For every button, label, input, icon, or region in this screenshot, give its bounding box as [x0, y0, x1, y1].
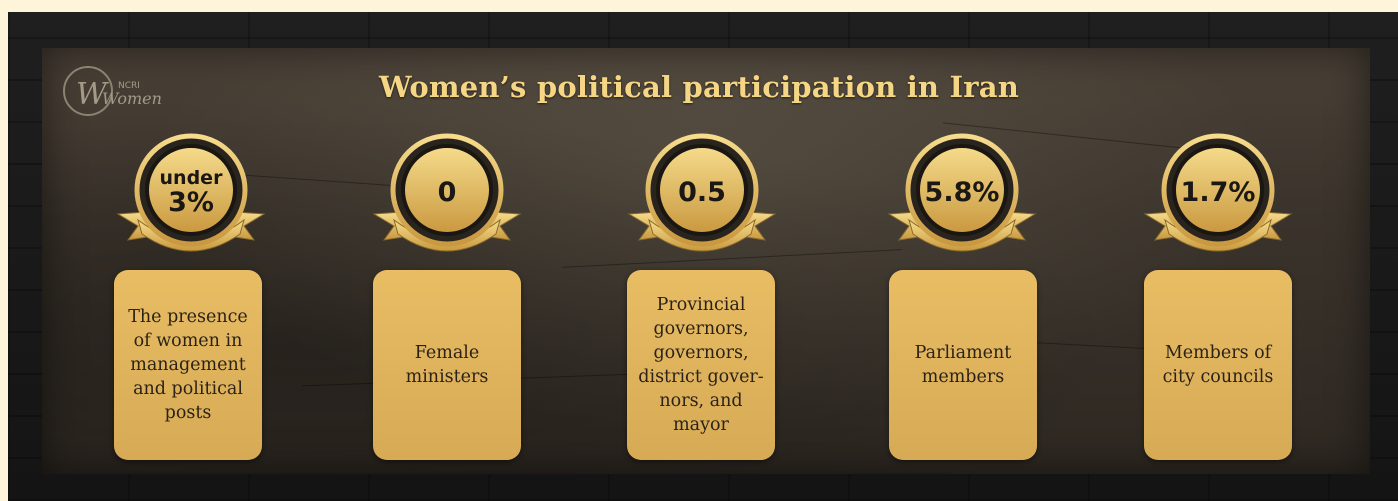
stat-value: 5.8%	[924, 177, 1000, 208]
stat-badge: 1.7%	[1143, 128, 1293, 268]
medal-ribbon-icon	[887, 133, 1037, 252]
stat-badge: under 3%	[116, 128, 266, 268]
stat-value-group: 1.7%	[1168, 150, 1268, 236]
medal-ribbon-icon	[1143, 133, 1293, 252]
logo-letter: W	[76, 77, 109, 112]
stat-prefix: under	[159, 167, 223, 189]
stat-value-group: 0.5	[652, 150, 752, 236]
medal-ribbon-icon	[116, 133, 266, 252]
stat-label: Provincial governors, governors, distric…	[638, 295, 764, 435]
stat-badge: 5.8%	[887, 128, 1037, 268]
stat-value: 3%	[168, 187, 214, 218]
stat-label: Parliament members	[914, 343, 1012, 387]
page-title: Women’s political participation in Iran	[378, 70, 1020, 104]
stat-badge: 0.5	[627, 128, 777, 268]
logo-small-text: NCRI	[118, 81, 140, 91]
stat-value: 0	[437, 177, 457, 208]
stat-value: 1.7%	[1180, 177, 1256, 208]
stat-label: Female ministers	[405, 343, 489, 387]
stat-label: Members of city councils	[1162, 343, 1274, 387]
stat-value-group: 0	[397, 150, 497, 236]
medal-ribbon-icon	[372, 133, 522, 252]
logo-word: Women	[102, 89, 162, 108]
stat-label: The presence of women in management and …	[128, 307, 248, 423]
medal-ribbon-icon	[627, 133, 777, 252]
ncri-women-logo-icon: W Women NCRI	[58, 60, 170, 122]
stat-value-group: under 3%	[141, 150, 241, 236]
stat-value-group: 5.8%	[912, 150, 1012, 236]
stat-value: 0.5	[678, 177, 726, 208]
stat-card: Parliament members	[889, 270, 1037, 460]
stat-card: The presence of women in management and …	[114, 270, 262, 460]
stat-badge: 0	[372, 128, 522, 268]
stat-card: Provincial governors, governors, distric…	[627, 270, 775, 460]
stat-card: Members of city councils	[1144, 270, 1292, 460]
stat-card: Female ministers	[373, 270, 521, 460]
